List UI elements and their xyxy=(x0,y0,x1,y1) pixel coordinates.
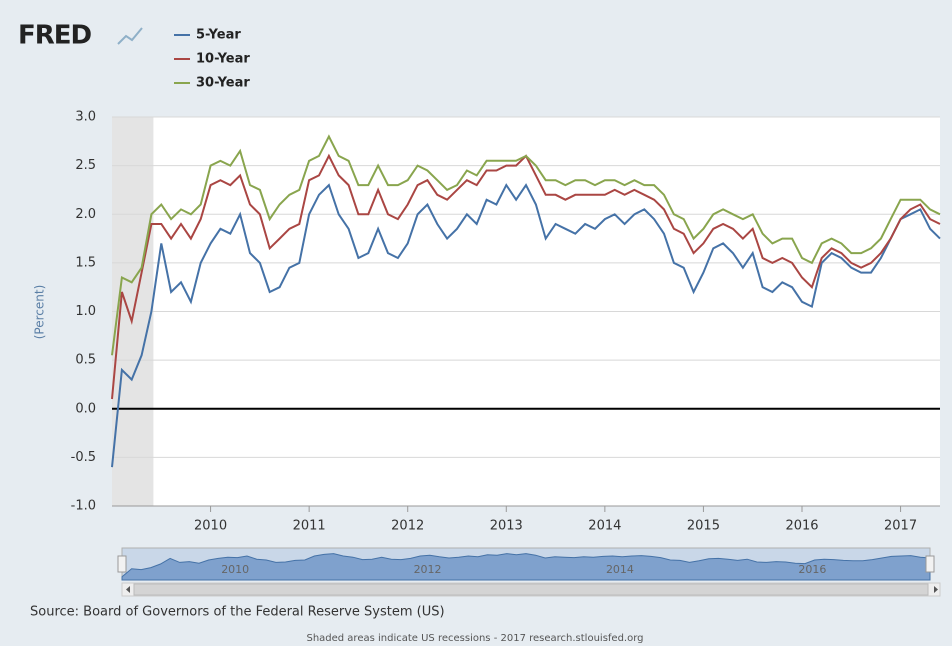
y-axis-label: (Percent) xyxy=(33,285,47,340)
y-tick-label: 3.0 xyxy=(75,110,96,125)
x-tick-label: 2017 xyxy=(884,519,917,534)
x-tick-label: 2011 xyxy=(293,519,326,534)
x-tick-label: 2010 xyxy=(194,519,227,534)
series-line xyxy=(111,134,941,356)
navigator-handle xyxy=(925,555,935,573)
logo-icon xyxy=(117,27,143,45)
navigator-handle xyxy=(117,555,127,573)
scroll-right xyxy=(934,586,938,593)
navigator-label: 2012 xyxy=(414,563,442,576)
y-tick-label: -0.5 xyxy=(71,450,96,465)
scroll-left xyxy=(126,586,130,593)
navigator-label: 2010 xyxy=(221,563,249,576)
y-tick-label: 0.5 xyxy=(75,353,96,368)
navigator-area xyxy=(121,553,931,581)
source: Source: Board of Governors of the Federa… xyxy=(30,605,445,620)
logo: FRED xyxy=(18,21,92,51)
legend-label: 10-Year xyxy=(196,52,250,67)
legend-label: 5-Year xyxy=(196,28,241,43)
y-tick-label: 1.5 xyxy=(75,255,96,270)
x-tick-label: 2015 xyxy=(687,519,720,534)
x-tick-label: 2016 xyxy=(785,519,818,534)
y-tick-label: 2.0 xyxy=(75,207,96,222)
y-tick-label: 1.0 xyxy=(75,304,96,319)
legend-label: 30-Year xyxy=(196,76,250,91)
y-tick-label: 0.0 xyxy=(75,401,96,416)
navigator-label: 2014 xyxy=(606,563,634,576)
x-tick-label: 2013 xyxy=(490,519,523,534)
navigator-label: 2016 xyxy=(798,563,826,576)
x-tick-label: 2012 xyxy=(391,519,424,534)
scrollbar-thumb xyxy=(133,583,929,596)
y-tick-label: 2.5 xyxy=(75,158,96,173)
y-tick-label: -1.0 xyxy=(71,499,96,514)
series-line xyxy=(111,183,941,468)
x-tick-label: 2014 xyxy=(588,519,621,534)
footnote: Shaded areas indicate US recessions - 20… xyxy=(306,633,643,644)
